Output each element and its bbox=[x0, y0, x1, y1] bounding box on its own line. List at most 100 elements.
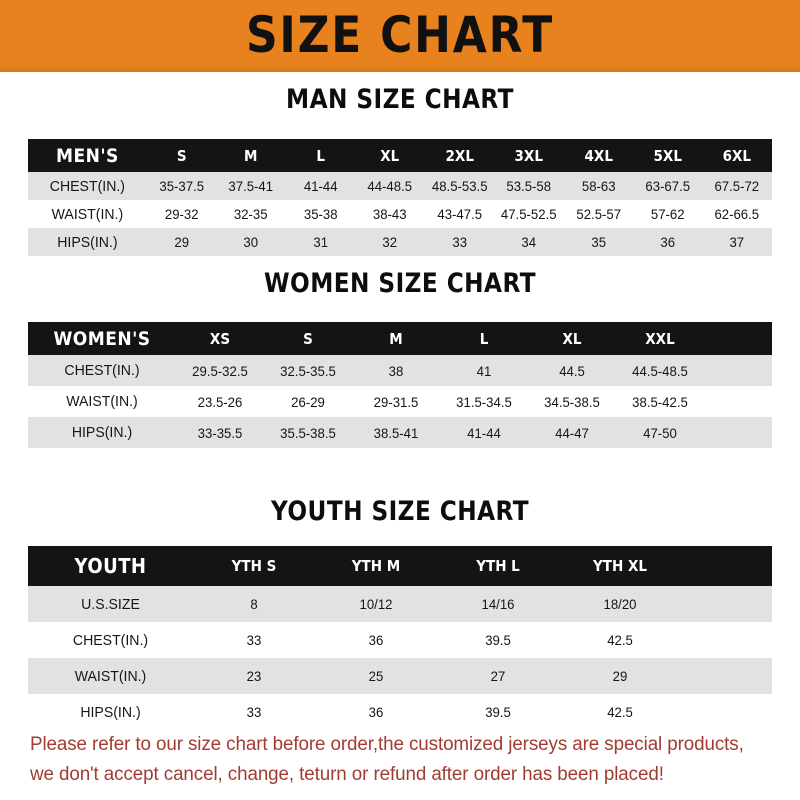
table-cell: 47.5-52.5 bbox=[500, 206, 557, 222]
table-cell: 43-47.5 bbox=[437, 206, 482, 222]
man-section-title: MAN SIZE CHART bbox=[286, 84, 514, 115]
table-cell: 25 bbox=[368, 668, 384, 684]
table-cell: 23 bbox=[246, 668, 262, 684]
table-row: CHEST(IN.) 29.5-32.5 32.5-35.5 38 41 44.… bbox=[28, 355, 772, 386]
youth-header-col-yth-l: YTH L bbox=[476, 557, 520, 575]
youth-row-label-us-size: U.S.SIZE bbox=[81, 595, 140, 613]
table-row: CHEST(IN.) 33 36 39.5 42.5 bbox=[28, 622, 772, 658]
page-banner: SIZE CHART bbox=[0, 0, 800, 72]
women-header-col-xxl: XXL bbox=[645, 329, 675, 348]
order-policy-line-1: Please refer to our size chart before or… bbox=[30, 734, 744, 755]
man-header-col-4xl: 4XL bbox=[584, 146, 613, 165]
table-cell-spacer bbox=[684, 694, 770, 730]
table-cell-spacer bbox=[706, 355, 770, 386]
table-row: U.S.SIZE 8 10/12 14/16 18/20 bbox=[28, 586, 772, 622]
table-cell-spacer bbox=[684, 658, 770, 694]
table-row: CHEST(IN.) 35-37.5 37.5-41 41-44 44-48.5… bbox=[28, 172, 772, 200]
man-row-label-chest: CHEST(IN.) bbox=[49, 177, 125, 195]
table-cell: 29 bbox=[612, 668, 628, 684]
table-cell: 29.5-32.5 bbox=[192, 362, 248, 379]
man-row-label-waist: WAIST(IN.) bbox=[51, 205, 124, 223]
order-policy-note: Please refer to our size chart before or… bbox=[30, 730, 778, 790]
table-cell: 37 bbox=[729, 234, 745, 250]
table-cell: 18/20 bbox=[603, 596, 637, 612]
women-header-col-m: M bbox=[389, 329, 403, 348]
table-cell: 67.5-72 bbox=[714, 178, 760, 194]
table-cell: 33-35.5 bbox=[197, 424, 243, 441]
table-cell: 14/16 bbox=[481, 596, 515, 612]
youth-header-col-yth-s: YTH S bbox=[231, 557, 277, 575]
table-cell: 35 bbox=[590, 234, 606, 250]
women-header-spacer bbox=[707, 322, 768, 355]
youth-header-rowlabel: YOUTH bbox=[74, 554, 147, 578]
table-cell: 52.5-57 bbox=[575, 206, 621, 222]
man-header-col-2xl: 2XL bbox=[445, 146, 474, 165]
table-cell: 38 bbox=[388, 362, 404, 379]
youth-header-col-yth-m: YTH M bbox=[351, 557, 401, 575]
table-cell: 53.5-58 bbox=[506, 178, 552, 194]
man-header-col-5xl: 5XL bbox=[653, 146, 682, 165]
man-header-col-l: L bbox=[316, 146, 325, 165]
table-cell: 33 bbox=[246, 632, 262, 648]
table-header-row: WOMEN'S XS S M L XL XXL bbox=[28, 322, 772, 355]
table-row: WAIST(IN.) 29-32 32-35 35-38 38-43 43-47… bbox=[28, 200, 772, 228]
table-row: HIPS(IN.) 29 30 31 32 33 34 35 36 37 bbox=[28, 228, 772, 256]
table-cell: 44.5 bbox=[559, 362, 585, 379]
table-cell: 35-37.5 bbox=[159, 178, 204, 194]
table-cell: 39.5 bbox=[485, 632, 511, 648]
table-cell: 8 bbox=[250, 596, 258, 612]
women-section-title: WOMEN SIZE CHART bbox=[263, 268, 536, 299]
table-cell: 41-44 bbox=[467, 424, 501, 441]
table-cell: 36 bbox=[368, 632, 384, 648]
youth-row-label-hips: HIPS(IN.) bbox=[80, 703, 141, 721]
table-cell: 44-47 bbox=[555, 424, 589, 441]
youth-header-spacer bbox=[686, 546, 768, 586]
table-cell: 62-66.5 bbox=[714, 206, 760, 222]
man-row-label-hips: HIPS(IN.) bbox=[57, 233, 118, 251]
man-size-table: MEN'S S M L XL 2XL 3XL 4XL 5XL 6XL CHEST… bbox=[28, 139, 772, 256]
women-header-col-l: L bbox=[479, 329, 489, 348]
youth-header-col-yth-xl: YTH XL bbox=[593, 557, 647, 575]
table-row: WAIST(IN.) 23.5-26 26-29 29-31.5 31.5-34… bbox=[28, 386, 772, 417]
table-cell: 63-67.5 bbox=[645, 178, 691, 194]
table-cell: 29-32 bbox=[164, 206, 199, 222]
table-cell: 29 bbox=[174, 234, 189, 250]
women-row-label-hips: HIPS(IN.) bbox=[71, 424, 133, 441]
table-cell: 35-38 bbox=[303, 206, 338, 222]
man-header-col-m: M bbox=[244, 146, 258, 165]
table-cell: 26-29 bbox=[291, 393, 325, 410]
table-cell: 39.5 bbox=[485, 704, 511, 720]
man-header-col-xl: XL bbox=[380, 146, 400, 165]
table-row: HIPS(IN.) 33-35.5 35.5-38.5 38.5-41 41-4… bbox=[28, 417, 772, 448]
man-header-col-s: S bbox=[176, 146, 187, 165]
youth-section-title: YOUTH SIZE CHART bbox=[270, 496, 530, 527]
man-header-col-3xl: 3XL bbox=[514, 146, 543, 165]
table-cell: 32 bbox=[382, 234, 398, 250]
table-cell: 57-62 bbox=[650, 206, 685, 222]
table-cell: 48.5-53.5 bbox=[431, 178, 488, 194]
women-row-label-chest: CHEST(IN.) bbox=[64, 362, 140, 379]
table-cell: 10/12 bbox=[359, 596, 393, 612]
table-cell: 35.5-38.5 bbox=[280, 424, 336, 441]
women-size-table: WOMEN'S XS S M L XL XXL CHEST(IN.) 29.5-… bbox=[28, 322, 772, 448]
table-cell: 41-44 bbox=[303, 178, 338, 194]
table-cell: 34 bbox=[521, 234, 537, 250]
table-cell: 36 bbox=[368, 704, 384, 720]
table-cell-spacer bbox=[684, 586, 770, 622]
youth-row-label-chest: CHEST(IN.) bbox=[72, 631, 149, 649]
table-cell: 23.5-26 bbox=[197, 393, 243, 410]
table-header-row: MEN'S S M L XL 2XL 3XL 4XL 5XL 6XL bbox=[28, 139, 772, 172]
table-cell: 42.5 bbox=[607, 704, 633, 720]
table-cell: 33 bbox=[452, 234, 467, 250]
table-cell: 58-63 bbox=[581, 178, 616, 194]
table-cell-spacer bbox=[684, 622, 770, 658]
table-cell: 31.5-34.5 bbox=[456, 393, 512, 410]
table-cell: 34.5-38.5 bbox=[544, 393, 600, 410]
table-cell: 32.5-35.5 bbox=[280, 362, 336, 379]
women-header-col-xl: XL bbox=[562, 329, 582, 348]
table-cell: 33 bbox=[246, 704, 262, 720]
page-title: SIZE CHART bbox=[245, 6, 555, 64]
women-row-label-waist: WAIST(IN.) bbox=[66, 393, 138, 410]
table-cell: 32-35 bbox=[234, 206, 268, 222]
women-header-col-xs: XS bbox=[209, 329, 231, 348]
